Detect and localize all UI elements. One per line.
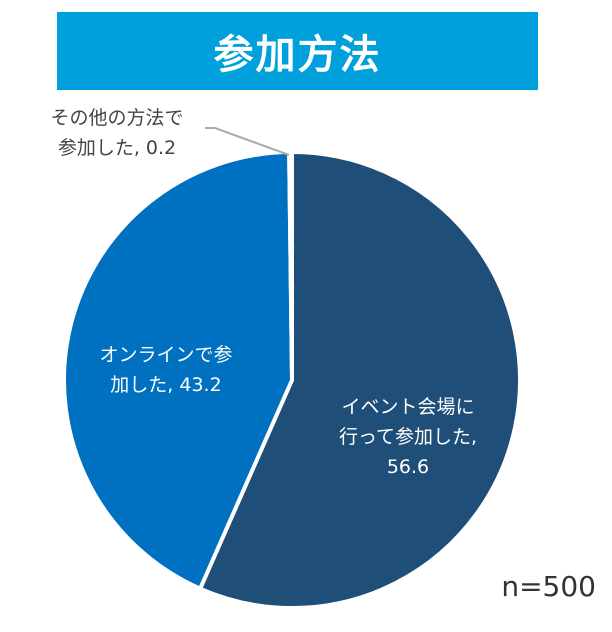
pie-slice-2 bbox=[287, 149, 294, 381]
label-line: オンラインで参 bbox=[99, 344, 233, 366]
pie-slice-0 bbox=[197, 149, 522, 610]
data-label-venue: イベント会場に 行って参加した, 56.6 bbox=[318, 392, 498, 482]
label-line: その他の方法で bbox=[50, 107, 184, 129]
label-line: 行って参加した, bbox=[338, 426, 478, 448]
chart-title: 参加方法 bbox=[57, 12, 538, 90]
pie-slice-1 bbox=[62, 149, 295, 592]
data-label-other: その他の方法で 参加した, 0.2 bbox=[22, 103, 212, 163]
label-line: イベント会場に bbox=[341, 396, 475, 418]
label-line: 参加した, 0.2 bbox=[57, 137, 177, 159]
label-line: 加した, 43.2 bbox=[110, 374, 222, 396]
label-line: 56.6 bbox=[386, 456, 430, 478]
data-label-online: オンラインで参 加した, 43.2 bbox=[76, 340, 256, 400]
leader-line bbox=[205, 127, 290, 156]
sample-size: n=500 bbox=[501, 570, 596, 603]
